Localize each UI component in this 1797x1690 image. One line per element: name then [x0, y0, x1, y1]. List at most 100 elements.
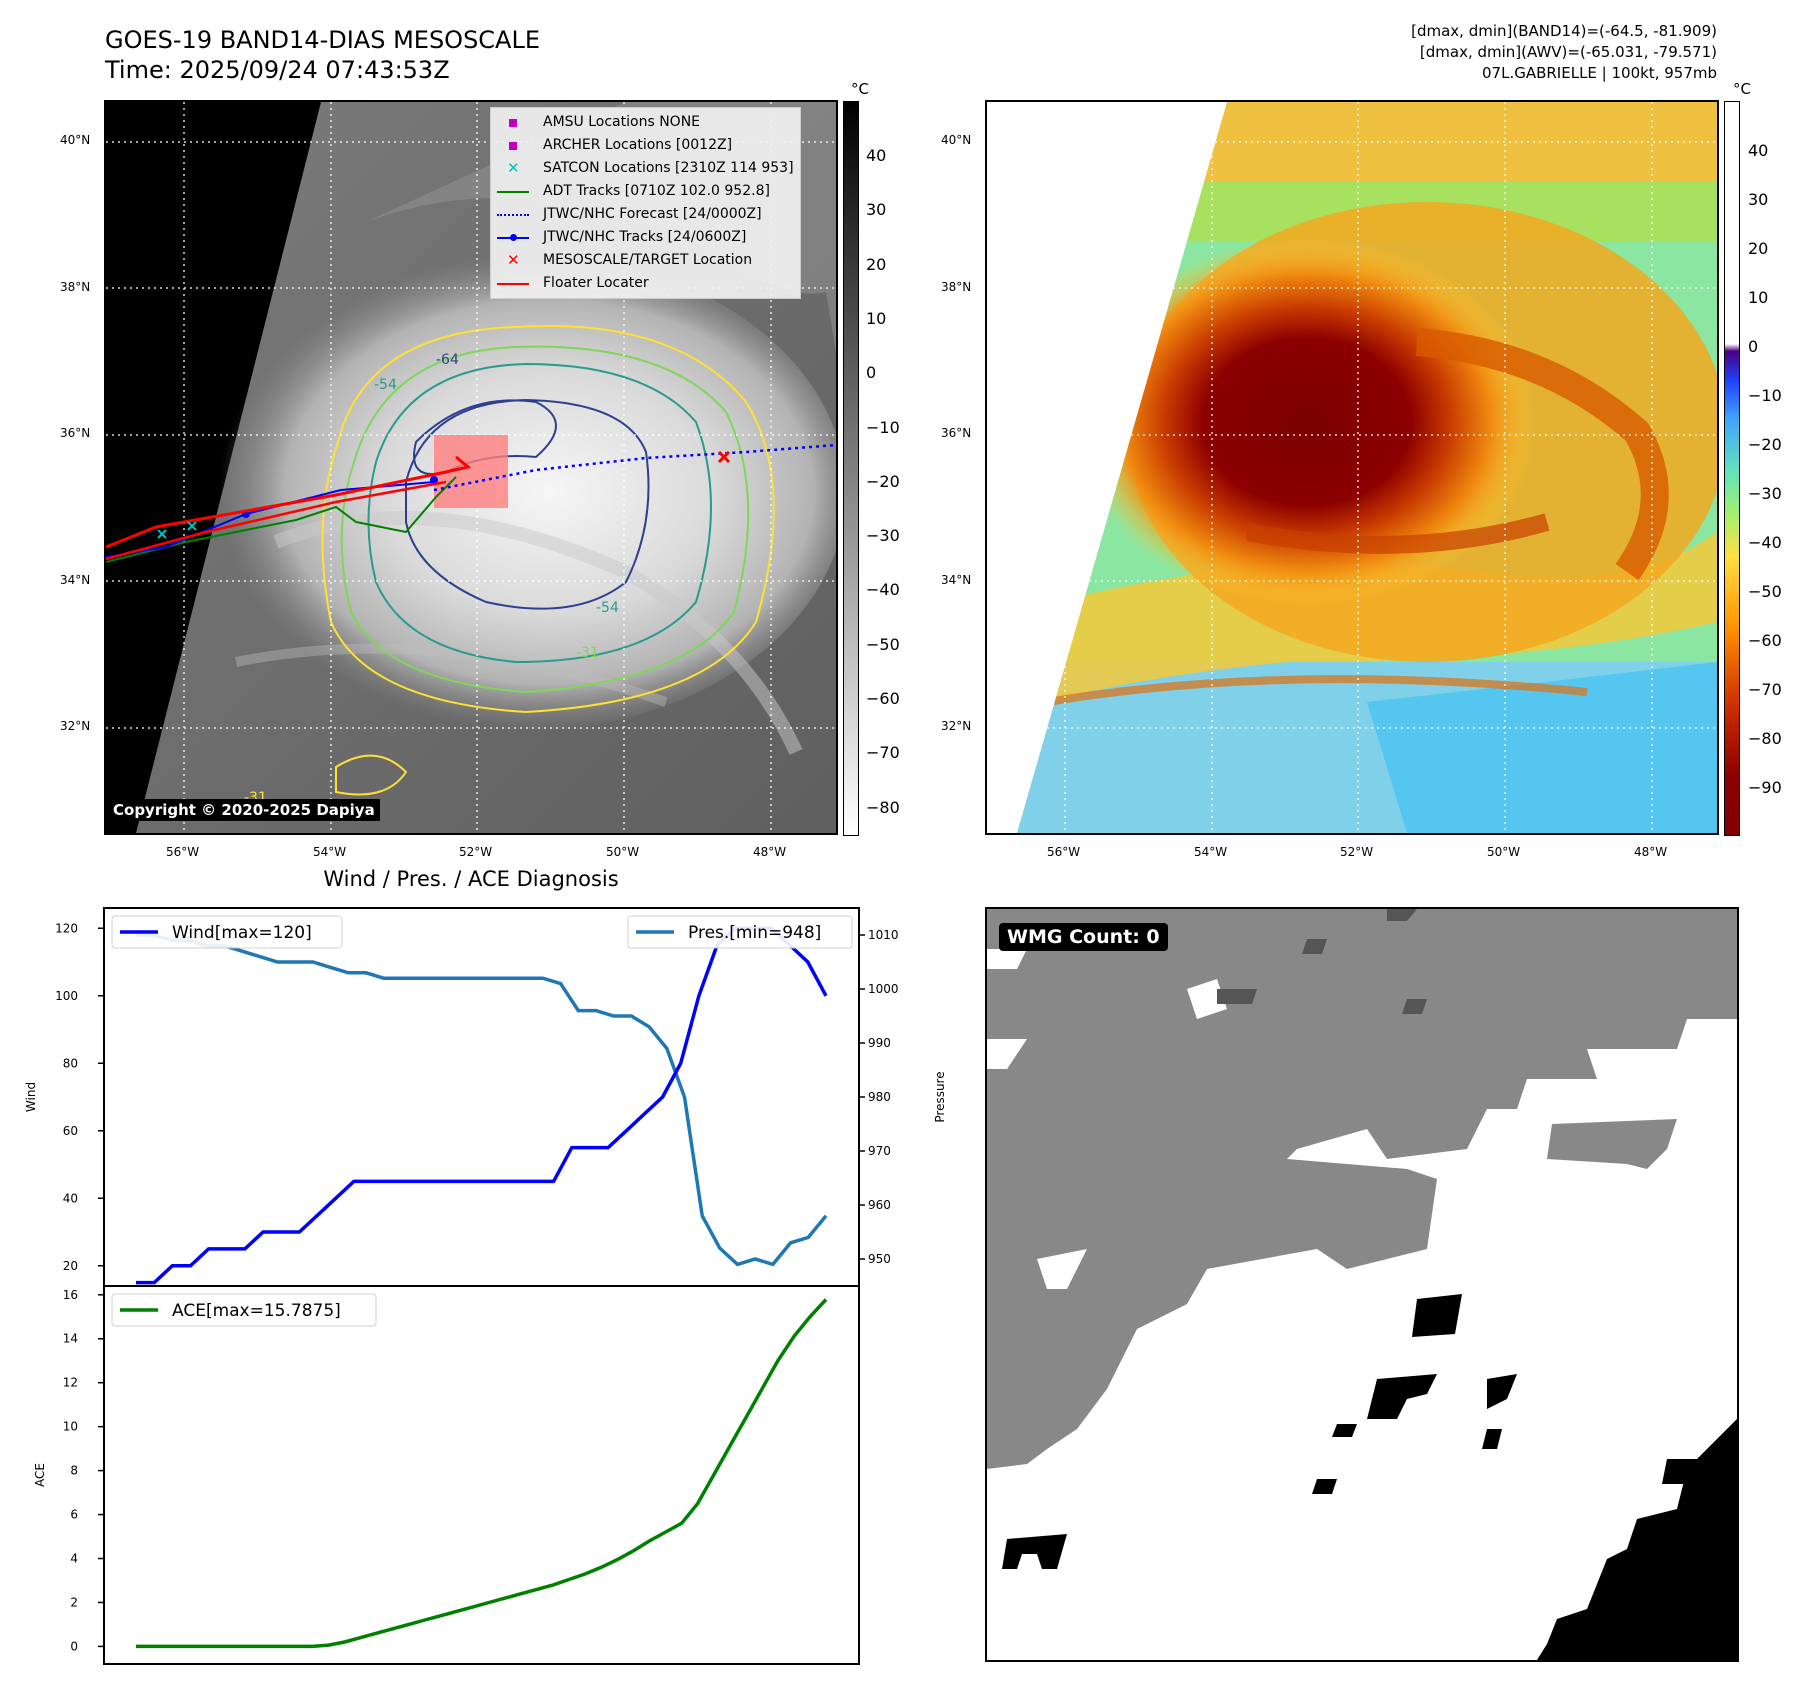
ace-y-ticks: 0 2 4 6 8 10 12 14 16 — [63, 1288, 104, 1653]
x-marker-icon: ✕ — [507, 159, 520, 177]
ir-lat-label: 32°N — [60, 719, 91, 733]
colorbar-tick-label: 10 — [866, 308, 887, 328]
pressure-legend: Pres.[min=948] — [627, 915, 853, 949]
awv-lon-label: 50°W — [1487, 845, 1521, 859]
wind-tick-label: 80 — [63, 1056, 78, 1070]
pressure-legend-label: Pres.[min=948] — [688, 923, 821, 943]
colorbar-tick-label: −90 — [1748, 778, 1782, 797]
pressure-tick-label: 990 — [868, 1036, 891, 1050]
legend-forecast: JTWC/NHC Forecast [24/0000Z] — [497, 203, 794, 226]
contour-label-54b: -54 — [596, 600, 619, 616]
colorbar-tick-label: −40 — [866, 580, 900, 600]
pressure-tick-label: 950 — [868, 1252, 891, 1266]
awv-lat-label: 34°N — [941, 573, 972, 587]
awv-range: [dmax, dmin](AWV)=(-65.031, -79.571) — [1419, 43, 1717, 61]
ace-tick-label: 10 — [63, 1420, 78, 1434]
colorbar-tick-label: −10 — [866, 417, 900, 437]
ir-lat-label: 40°N — [60, 133, 91, 147]
floater-locater — [106, 455, 472, 549]
nhc-forecast — [433, 443, 836, 492]
wind-tick-label: 20 — [63, 1259, 78, 1273]
ir-lon-label: 48°W — [753, 845, 787, 859]
colorbar-tick-label: −60 — [1748, 631, 1782, 650]
colorbar-tick-label: 40 — [866, 146, 887, 165]
pressure-axis-label: Pressure — [933, 1071, 947, 1122]
contour-label-54a: -54 — [374, 377, 397, 393]
ir-lat-label: 38°N — [60, 280, 91, 294]
ace-plot: 0 2 4 6 8 10 12 14 16 ACE ACE[max=15.7875] — [33, 1285, 860, 1665]
wind-y-ticks: 20 40 60 80 100 120 — [55, 921, 104, 1273]
ace-legend-label: ACE[max=15.7875] — [172, 1301, 341, 1321]
ace-tick-label: 14 — [63, 1332, 78, 1346]
pressure-series-line — [136, 933, 828, 1267]
colorbar-tick-label: 20 — [1748, 239, 1769, 258]
wmg-image — [987, 909, 1737, 1660]
legend-satcon: ✕ SATCON Locations [2310Z 114 953] — [497, 157, 794, 180]
square-marker-icon — [509, 142, 517, 150]
awv-lon-label: 56°W — [1047, 845, 1081, 859]
band14-range: [dmax, dmin](BAND14)=(-64.5, -81.909) — [1411, 22, 1717, 40]
colorbar-tick-label: −50 — [866, 634, 900, 654]
diagnosis-title: Wind / Pres. / ACE Diagnosis — [323, 867, 619, 891]
figure-time: Time: 2025/09/24 07:43:53Z — [105, 56, 450, 84]
wind-axis-label: Wind — [24, 1082, 38, 1112]
wmg-count-badge: WMG Count: 0 — [999, 923, 1168, 951]
ir-legend: AMSU Locations NONE ARCHER Locations [00… — [490, 107, 801, 299]
awv-colorbar-unit: °C — [1733, 80, 1751, 98]
wind-series-line — [136, 926, 828, 1285]
ace-tick-label: 6 — [70, 1508, 78, 1522]
wind-legend: Wind[max=120] — [111, 915, 343, 949]
awv-image — [987, 102, 1717, 833]
colorbar-tick-label: −20 — [1748, 435, 1782, 454]
awv-lon-label: 52°W — [1340, 845, 1374, 859]
legend-archer: ARCHER Locations [0012Z] — [497, 134, 794, 157]
ir-satellite-panel: -54 -64 -54 -31 -31 AMSU Locations NONE … — [104, 100, 838, 835]
pressure-tick-label: 960 — [868, 1198, 891, 1212]
contour-label-64: -64 — [436, 352, 459, 368]
awv-lat-label: 40°N — [941, 133, 972, 147]
wind-legend-label: Wind[max=120] — [172, 923, 312, 943]
storm-info: 07L.GABRIELLE | 100kt, 957mb — [1482, 64, 1717, 82]
ir-lon-label: 54°W — [313, 845, 347, 859]
colorbar-tick-label: −80 — [1748, 729, 1782, 748]
wind-tick-label: 100 — [55, 989, 78, 1003]
legend-nhc-tracks: JTWC/NHC Tracks [24/0600Z] — [497, 226, 794, 249]
colorbar-tick-label: 0 — [1748, 337, 1759, 356]
ace-axis-label: ACE — [33, 1463, 47, 1487]
ace-legend: ACE[max=15.7875] — [111, 1293, 377, 1327]
colorbar-tick-label: 30 — [1748, 190, 1769, 209]
colorbar-tick-label: 30 — [866, 200, 887, 220]
ir-lon-label: 52°W — [459, 845, 493, 859]
colorbar-tick-label: −20 — [866, 471, 900, 491]
line-marker-icon — [497, 283, 529, 285]
ir-lon-label: 50°W — [606, 845, 640, 859]
colorbar-tick-label: −30 — [1748, 484, 1782, 503]
ir-lon-label: 56°W — [166, 845, 200, 859]
ir-colorbar-unit: °C — [851, 80, 869, 98]
legend-mesoscale: ✕ MESOSCALE/TARGET Location — [497, 249, 794, 272]
colorbar-tick-label: −70 — [866, 743, 900, 763]
pressure-tick-label: 1000 — [868, 982, 899, 996]
colorbar-tick-label: 40 — [1748, 141, 1769, 160]
awv-lon-label: 48°W — [1634, 845, 1668, 859]
colorbar-tick-label: −70 — [1748, 680, 1782, 699]
colorbar-tick-label: 0 — [866, 363, 877, 383]
wind-tick-label: 120 — [55, 921, 78, 935]
awv-lon-label: 54°W — [1194, 845, 1228, 859]
mesoscale-target-marker — [717, 450, 731, 464]
ace-tick-label: 12 — [63, 1376, 78, 1390]
legend-amsu: AMSU Locations NONE — [497, 111, 794, 134]
pressure-tick-label: 980 — [868, 1090, 891, 1104]
pressure-tick-label: 1010 — [868, 928, 899, 942]
wind-tick-label: 40 — [63, 1191, 78, 1205]
x-marker-icon: ✕ — [507, 251, 520, 269]
wmg-panel: WMG Count: 0 — [985, 907, 1739, 1662]
ace-tick-label: 8 — [70, 1464, 78, 1478]
wind-tick-label: 60 — [63, 1124, 78, 1138]
awv-lat-label: 32°N — [941, 719, 972, 733]
colorbar-tick-label: −40 — [1748, 533, 1782, 552]
copyright-badge: Copyright © 2020-2025 Dapiya — [108, 799, 380, 821]
wind-pressure-plot: 20 40 60 80 100 120 950 960 970 980 990 1000 1010 W… — [24, 907, 947, 1287]
ace-series-line — [136, 1298, 828, 1649]
line-marker-icon — [497, 191, 529, 193]
